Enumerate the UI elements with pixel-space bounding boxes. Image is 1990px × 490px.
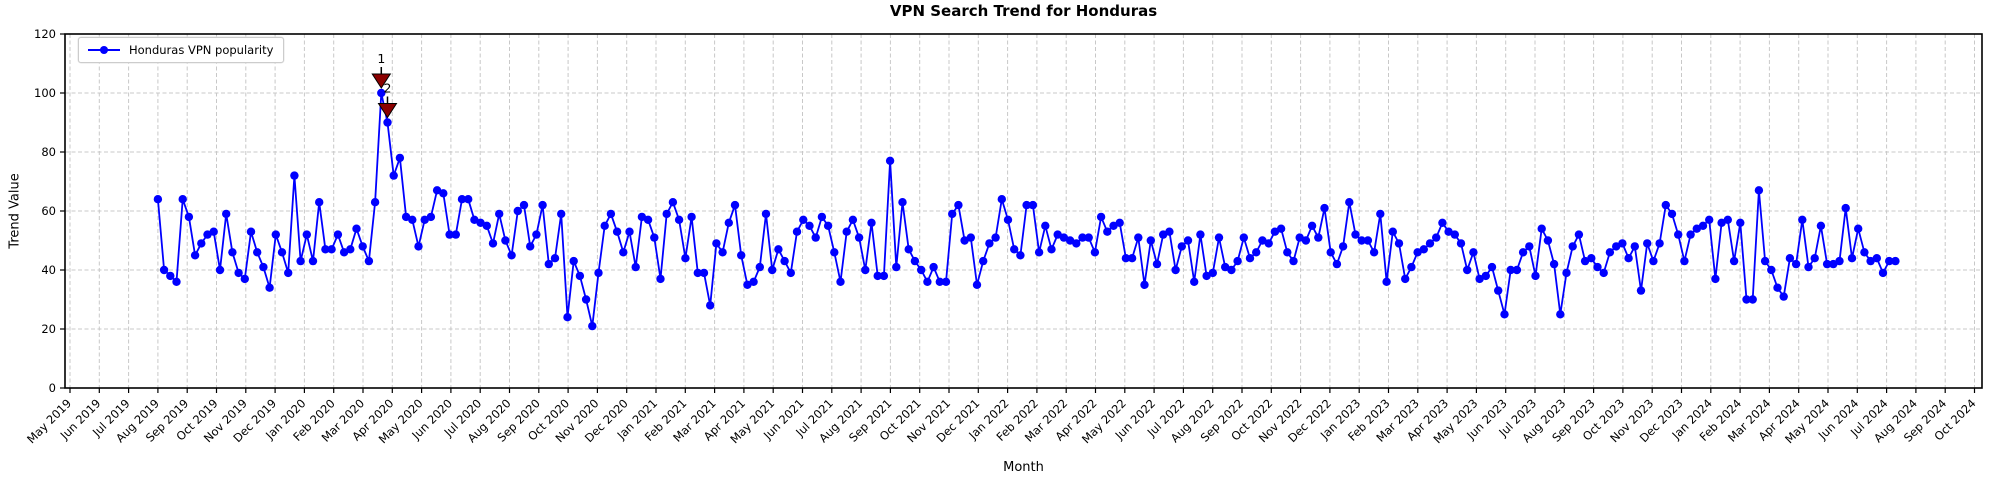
svg-text:120: 120 bbox=[34, 27, 56, 41]
chart-title: VPN Search Trend for Honduras bbox=[889, 2, 1158, 20]
svg-text:80: 80 bbox=[41, 145, 56, 159]
svg-text:20: 20 bbox=[41, 322, 56, 336]
svg-text:100: 100 bbox=[34, 86, 56, 100]
svg-text:0: 0 bbox=[49, 381, 56, 395]
svg-text:2: 2 bbox=[384, 81, 392, 96]
y-axis-label: Trend Value bbox=[7, 173, 23, 249]
legend-line-marker-icon bbox=[88, 45, 120, 55]
legend: Honduras VPN popularity bbox=[78, 37, 285, 63]
svg-text:60: 60 bbox=[41, 204, 56, 218]
legend-label: Honduras VPN popularity bbox=[129, 43, 274, 57]
x-axis-label: Month bbox=[1003, 460, 1044, 475]
svg-text:1: 1 bbox=[377, 51, 385, 66]
svg-text:40: 40 bbox=[41, 263, 56, 277]
